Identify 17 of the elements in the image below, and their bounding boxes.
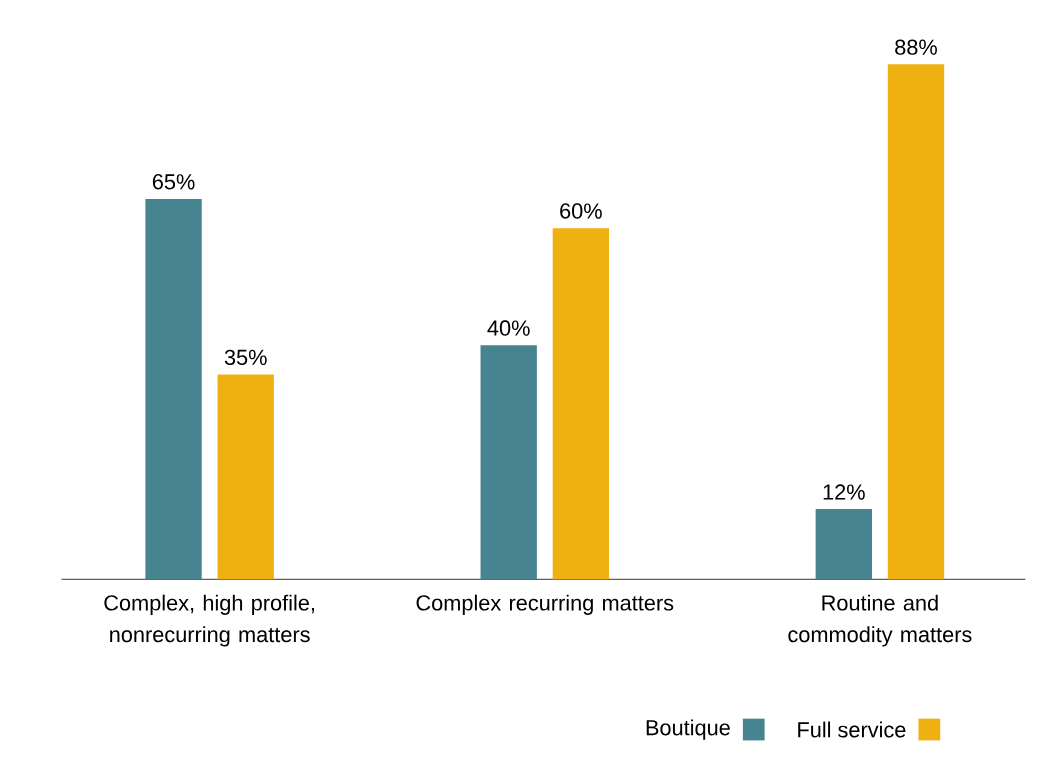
legend-label: Full service <box>798 721 906 738</box>
legend-label: Boutique <box>646 719 730 740</box>
bar <box>145 198 202 580</box>
data-label: 35% <box>224 349 267 366</box>
bar <box>815 509 872 580</box>
bar <box>552 228 610 580</box>
data-label: 40% <box>487 320 530 336</box>
data-label: 88% <box>895 39 937 55</box>
data-label: 65% <box>152 174 195 190</box>
bar <box>217 374 274 580</box>
data-label: 60% <box>560 203 602 219</box>
x-tick-label: Complex recurring matters <box>416 594 674 615</box>
x-tick-label: Complex, high profile, nonrecurring matters <box>104 594 315 647</box>
bar <box>887 64 945 580</box>
bar <box>480 345 537 580</box>
data-label: 12% <box>823 484 865 500</box>
x-tick-label: Routine and commodity matters <box>788 594 972 647</box>
